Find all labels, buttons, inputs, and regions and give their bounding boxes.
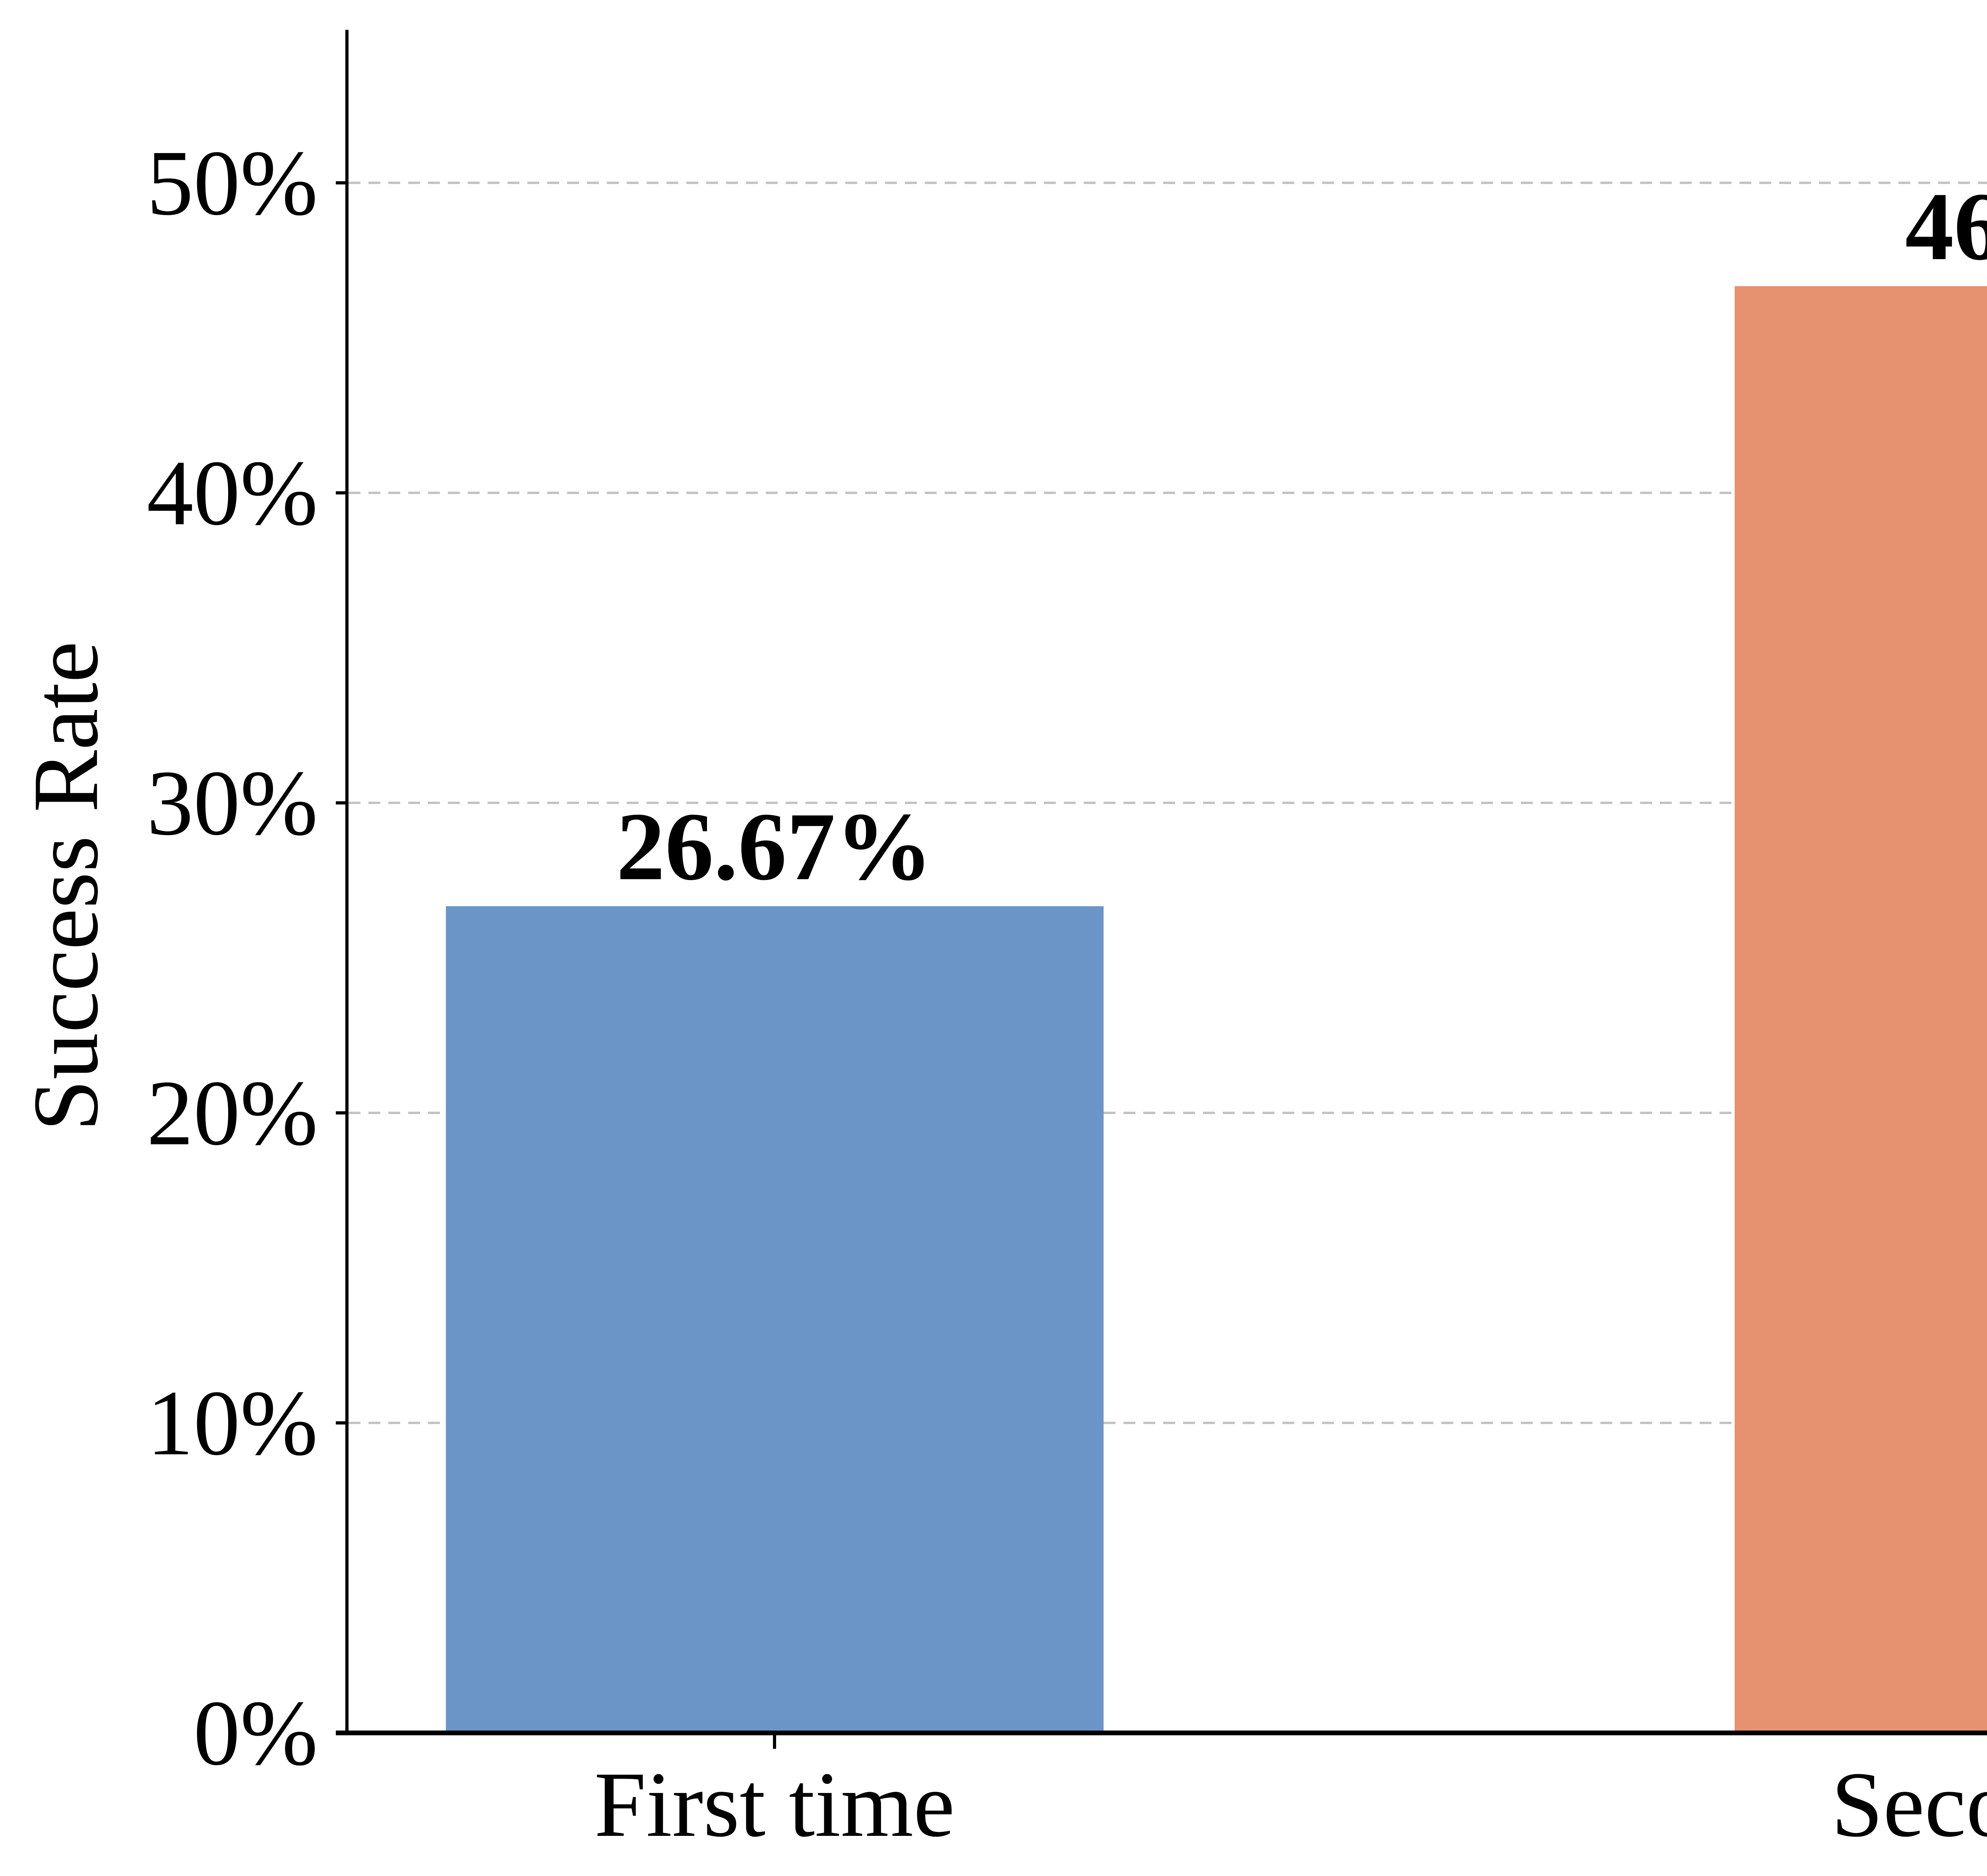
y-gridline-40 [349, 492, 1987, 494]
y-tick-mark-10 [336, 1421, 349, 1424]
x-tick-label-first-time: First time [594, 1753, 955, 1856]
y-gridline-30 [349, 802, 1987, 804]
y-tick-label-40: 40% [147, 441, 318, 545]
y-tick-label-50: 50% [147, 131, 318, 234]
bar-second-time [1734, 286, 1987, 1733]
bar-value-label-second-time: 46.67% [1905, 172, 1987, 280]
y-gridline-10 [349, 1422, 1987, 1424]
x-tick-mark-first-time [773, 1735, 776, 1749]
bar-value-label-first-time: 26.67% [616, 792, 933, 900]
bar-first-time [445, 906, 1104, 1733]
y-tick-label-30: 30% [147, 751, 318, 855]
y-gridline-50 [349, 182, 1987, 184]
y-tick-label-10: 10% [147, 1371, 318, 1475]
x-axis-spine [336, 1731, 1987, 1735]
y-tick-label-20: 20% [147, 1061, 318, 1165]
x-tick-label-second-time: Second time [1831, 1753, 1987, 1856]
y-tick-label-0: 0% [193, 1681, 318, 1785]
y-tick-mark-20 [336, 1111, 349, 1114]
y-tick-mark-30 [336, 801, 349, 804]
y-gridline-20 [349, 1112, 1987, 1114]
y-tick-mark-40 [336, 491, 349, 494]
y-axis-spine [345, 30, 349, 1735]
y-tick-mark-50 [336, 181, 349, 184]
